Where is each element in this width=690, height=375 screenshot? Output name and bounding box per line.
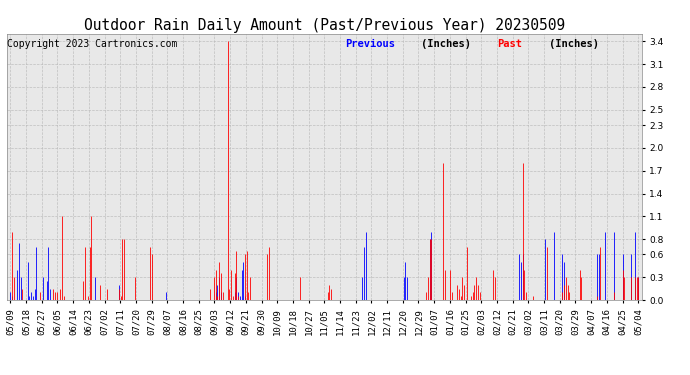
Text: Past: Past <box>497 39 522 50</box>
Text: (Inches): (Inches) <box>549 39 598 50</box>
Text: Copyright 2023 Cartronics.com: Copyright 2023 Cartronics.com <box>7 39 177 50</box>
Text: Previous: Previous <box>345 39 395 50</box>
Text: (Inches): (Inches) <box>421 39 471 50</box>
Title: Outdoor Rain Daily Amount (Past/Previous Year) 20230509: Outdoor Rain Daily Amount (Past/Previous… <box>83 18 565 33</box>
